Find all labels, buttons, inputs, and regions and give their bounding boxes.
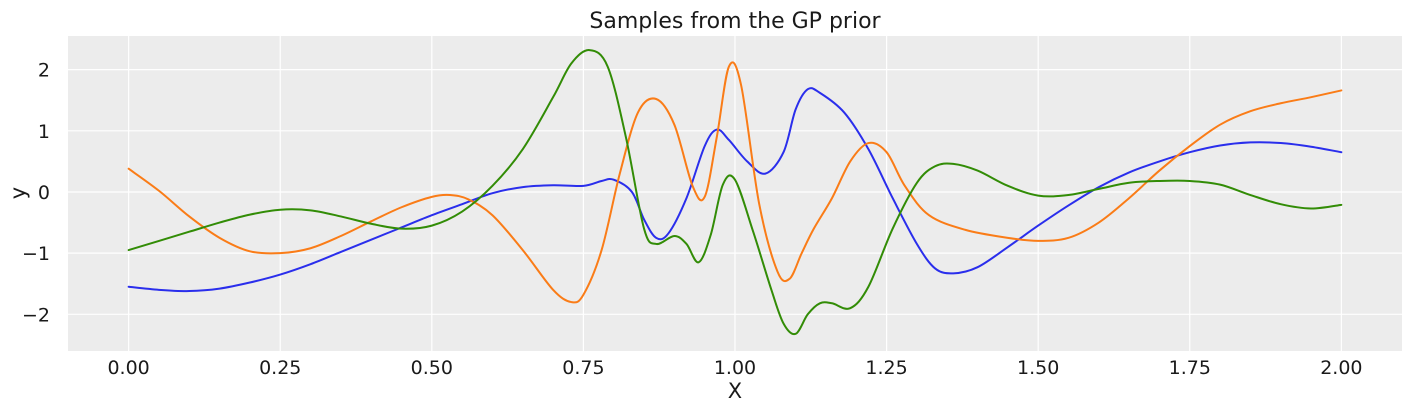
x-tick-label: 2.00 bbox=[1320, 357, 1362, 379]
x-tick-label: 0.00 bbox=[107, 357, 149, 379]
chart-title: Samples from the GP prior bbox=[589, 9, 881, 34]
y-tick-label: −1 bbox=[22, 243, 50, 265]
y-tick-label: −2 bbox=[22, 304, 50, 326]
x-tick-label: 1.25 bbox=[865, 357, 907, 379]
x-tick-label: 0.25 bbox=[259, 357, 301, 379]
series-layer bbox=[127, 49, 1343, 336]
x-tick-label: 0.50 bbox=[411, 357, 453, 379]
x-tick-label: 1.50 bbox=[1017, 357, 1059, 379]
series-line-2 bbox=[127, 61, 1343, 304]
x-tick-label: 0.75 bbox=[562, 357, 604, 379]
y-tick-label: 2 bbox=[38, 60, 50, 82]
series-line-1 bbox=[127, 87, 1343, 293]
x-tick-label: 1.00 bbox=[714, 357, 756, 379]
series-line-3 bbox=[127, 49, 1343, 336]
x-tick-labels: 0.00 0.25 0.50 0.75 1.00 1.25 1.50 1.75 2.00 bbox=[107, 357, 1362, 379]
x-axis-label: X bbox=[728, 379, 742, 403]
y-tick-label: 1 bbox=[38, 121, 50, 143]
x-tick-label: 1.75 bbox=[1169, 357, 1211, 379]
x-gridlines bbox=[128, 36, 1342, 351]
y-axis-label: y bbox=[6, 187, 30, 199]
y-tick-labels: −2 −1 0 1 2 bbox=[22, 60, 50, 327]
y-tick-label: 0 bbox=[38, 182, 50, 204]
